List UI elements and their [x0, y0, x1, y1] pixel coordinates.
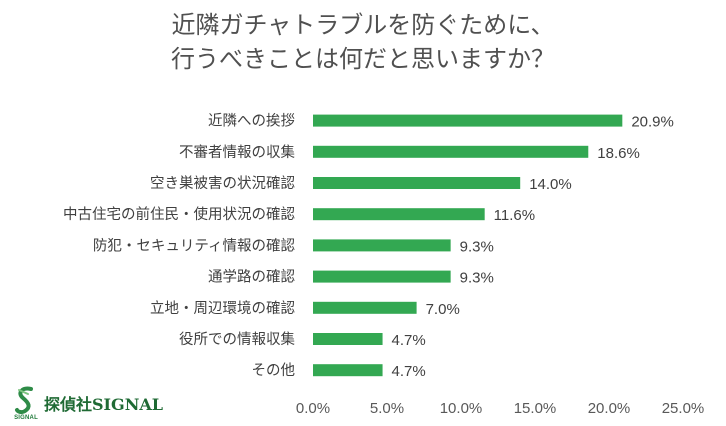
- x-tick-label: 0.0%: [296, 400, 330, 417]
- category-label: 通学路の確認: [208, 269, 295, 286]
- logo-mark-text: SIGNAL: [14, 415, 38, 421]
- category-label: その他: [252, 362, 296, 379]
- x-tick-label: 5.0%: [370, 400, 404, 417]
- bar: [313, 301, 417, 314]
- data-label: 11.6%: [494, 207, 535, 224]
- x-tick-label: 10.0%: [440, 400, 483, 417]
- category-label: 近隣への挨拶: [208, 113, 295, 130]
- bar: [313, 270, 451, 283]
- bar: [313, 177, 521, 189]
- data-label: 9.3%: [460, 238, 494, 255]
- bar: [313, 333, 383, 345]
- bar: [313, 364, 383, 377]
- data-label: 20.9%: [631, 114, 674, 131]
- bar: [313, 208, 485, 221]
- data-label: 18.6%: [597, 145, 640, 162]
- category-label: 空き巣被害の状況確認: [150, 175, 295, 192]
- bar: [313, 239, 451, 252]
- category-label: 立地・周辺環境の確認: [150, 299, 295, 317]
- category-label: 中古住宅の前住民・使用状況の確認: [63, 206, 295, 223]
- x-tick-label: 20.0%: [588, 400, 631, 417]
- data-label: 14.0%: [529, 176, 572, 193]
- category-label: 不審者情報の収集: [179, 144, 295, 161]
- data-label: 4.7%: [392, 332, 426, 349]
- data-label: 7.0%: [426, 301, 460, 318]
- chart-title-line-1: 近隣ガチャトラブルを防ぐために、: [171, 11, 555, 39]
- chart-title: 近隣ガチャトラブルを防ぐために、 行うべきことは何だと思いますか？: [0, 8, 726, 76]
- data-label: 9.3%: [460, 270, 494, 287]
- brand-logo: SIGNAL 探偵社SIGNAL: [12, 384, 163, 422]
- chart-title-line-2: 行うべきことは何だと思いますか？: [171, 45, 555, 73]
- x-tick-label: 25.0%: [662, 400, 705, 417]
- logo-name: 探偵社SIGNAL: [44, 395, 163, 414]
- category-label: 防犯・セキュリティ情報の確認: [93, 237, 296, 254]
- category-label: 役所での情報収集: [179, 331, 295, 348]
- signal-logo-mark-icon: SIGNAL: [12, 385, 40, 421]
- data-label: 4.7%: [392, 363, 426, 380]
- bar: [313, 114, 623, 127]
- x-tick-label: 15.0%: [514, 400, 557, 417]
- bar: [313, 145, 589, 158]
